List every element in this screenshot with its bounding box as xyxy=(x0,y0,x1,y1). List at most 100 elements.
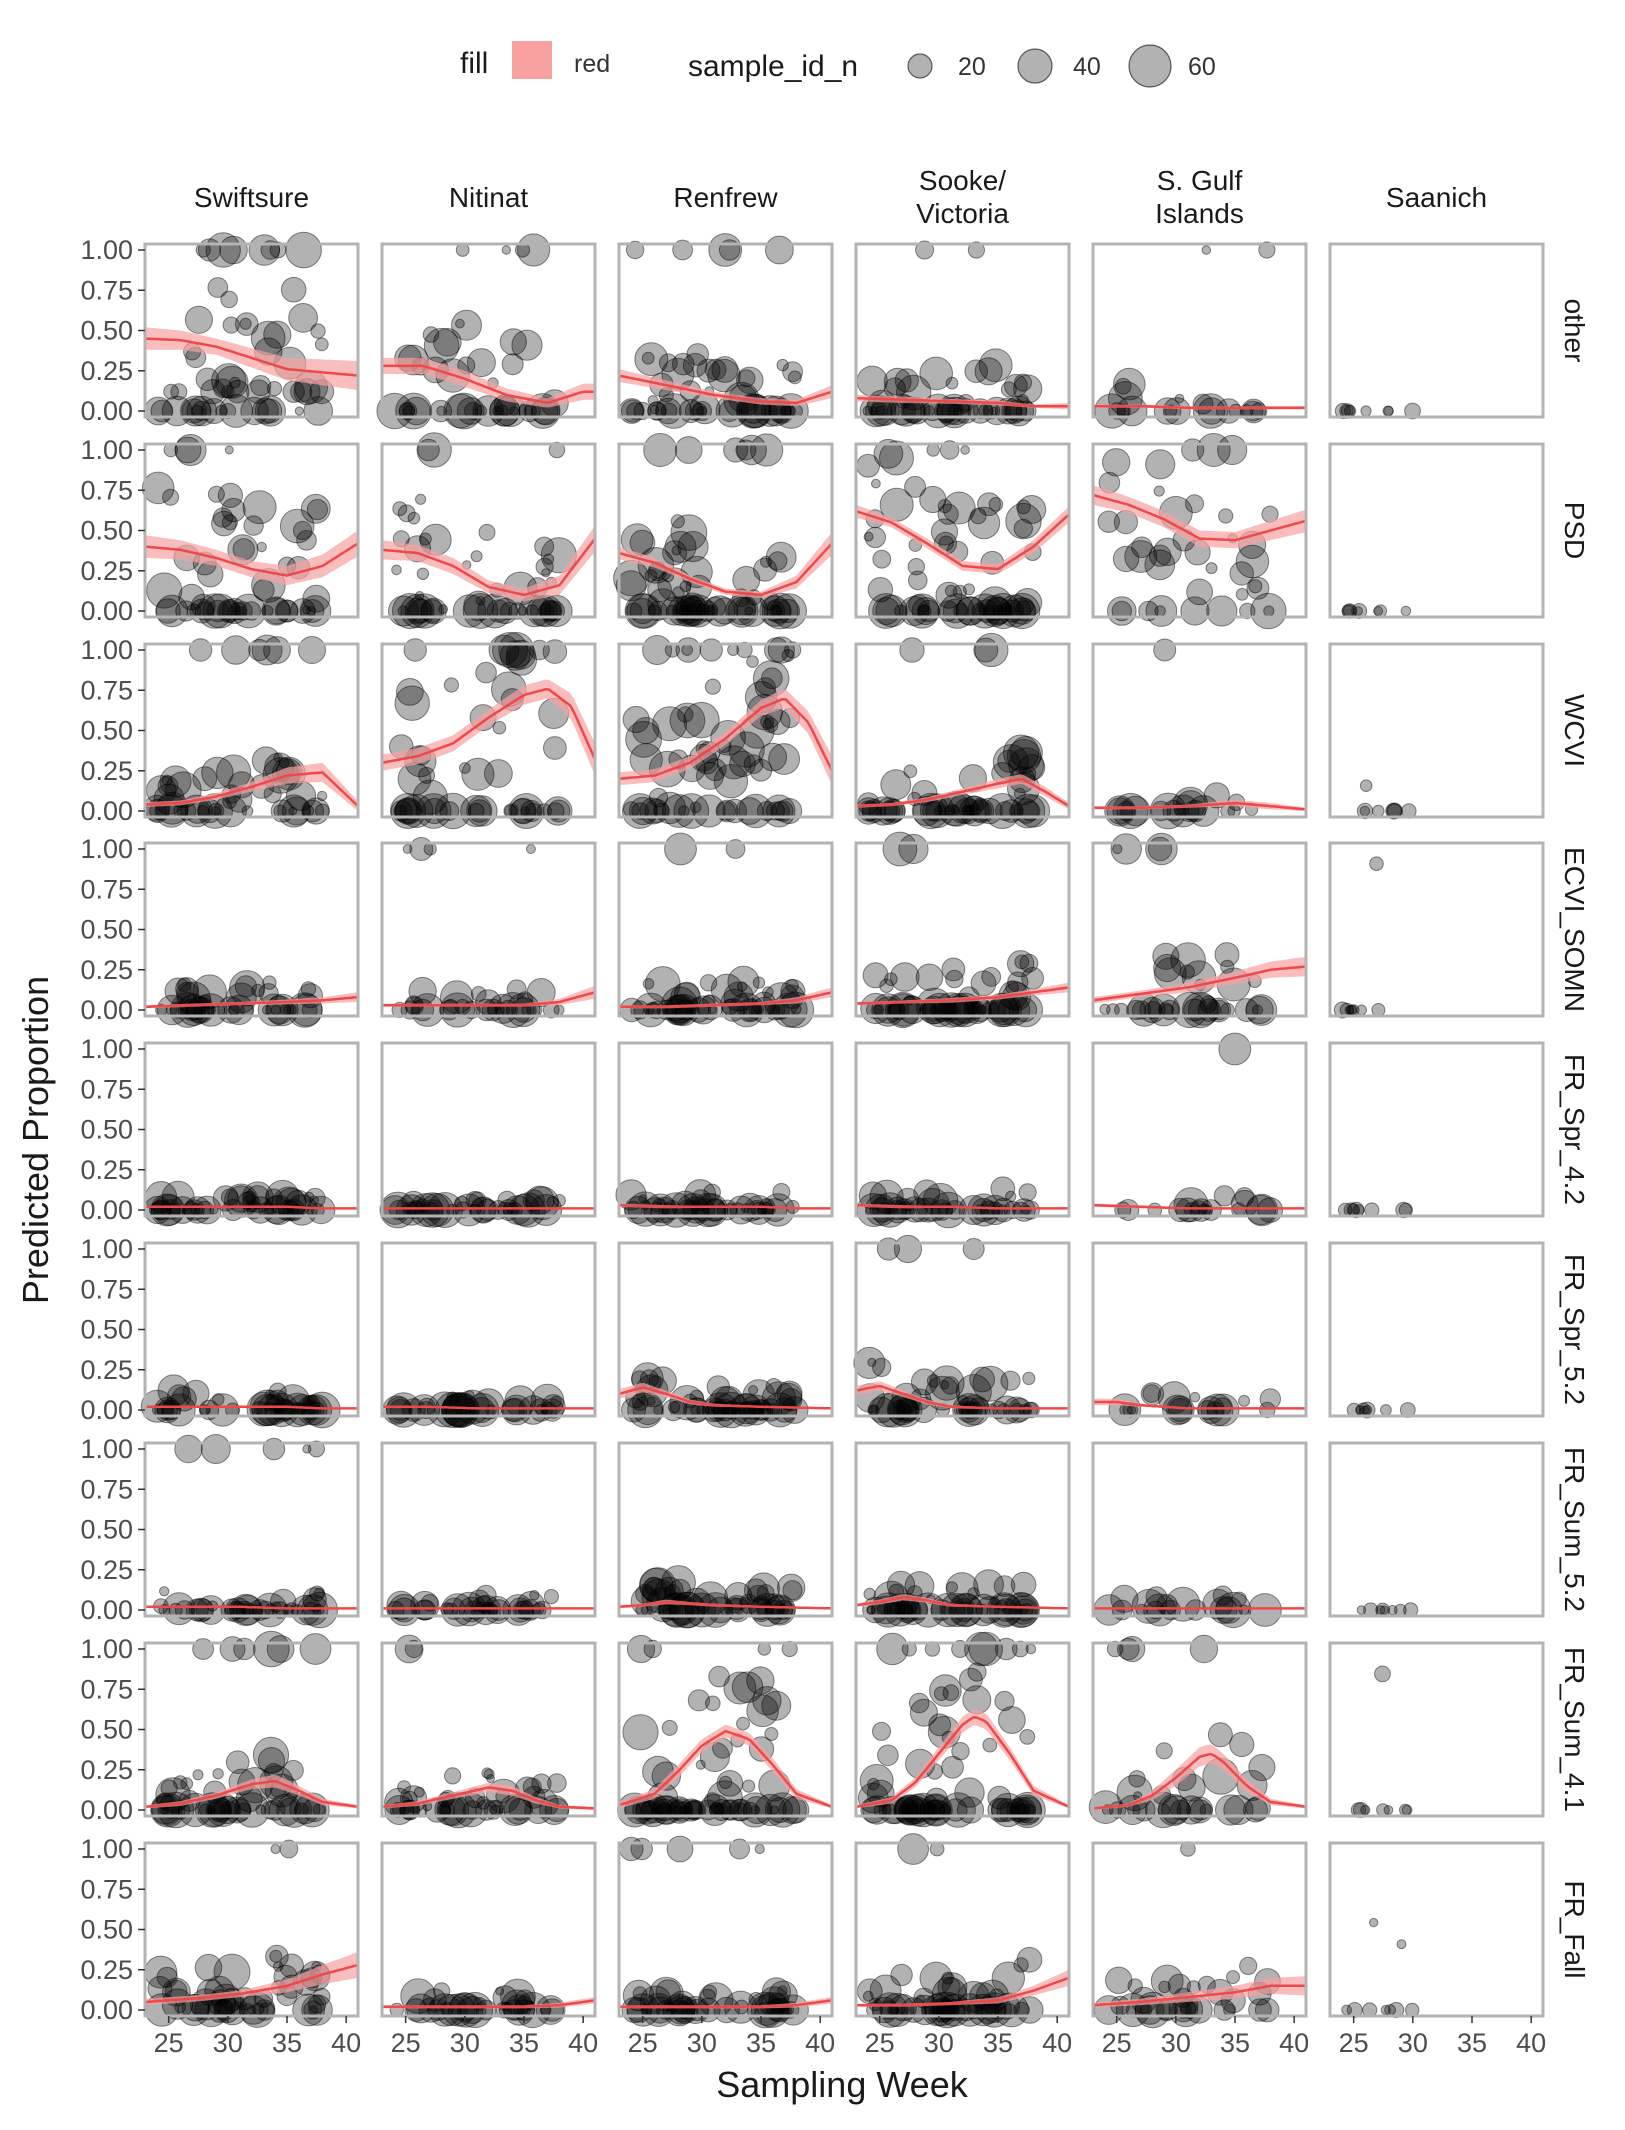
y-tick-label: 1.00 xyxy=(80,1434,133,1464)
y-tick-label: 0.25 xyxy=(80,1155,133,1185)
data-point xyxy=(1154,605,1166,617)
data-point xyxy=(1254,1997,1280,2023)
data-point xyxy=(978,595,1011,627)
data-point xyxy=(208,802,225,820)
facet-panel xyxy=(1091,241,1308,429)
y-tick-label: 0.50 xyxy=(80,716,133,746)
data-point xyxy=(314,337,329,352)
fit-line xyxy=(1092,493,1307,542)
data-point xyxy=(626,402,644,420)
data-point xyxy=(1386,802,1403,820)
y-tick-label: 0.00 xyxy=(80,1795,133,1825)
fit-line xyxy=(855,396,1069,408)
data-point xyxy=(548,441,566,459)
data-point xyxy=(673,594,706,628)
facet-panel xyxy=(1328,1841,1545,2019)
legend-fill-swatch xyxy=(512,41,552,79)
data-point xyxy=(1192,393,1214,415)
data-point xyxy=(761,667,783,690)
data-point xyxy=(738,793,773,829)
data-point xyxy=(541,568,551,578)
data-point xyxy=(159,1586,170,1597)
data-point xyxy=(296,530,317,551)
data-point xyxy=(174,1434,203,1464)
data-point xyxy=(647,395,659,407)
data-point xyxy=(311,1203,325,1217)
data-point xyxy=(1374,1665,1391,1683)
data-point xyxy=(409,1193,444,1227)
data-point xyxy=(530,1194,563,1226)
y-tick-label: 0.25 xyxy=(80,955,133,985)
data-point xyxy=(664,530,697,563)
data-point xyxy=(1189,1634,1219,1664)
data-point xyxy=(903,764,918,779)
data-point xyxy=(767,636,795,664)
data-point xyxy=(718,1775,733,1790)
data-point xyxy=(1018,1183,1037,1202)
y-tick-label: 0.75 xyxy=(80,1674,133,1704)
data-point xyxy=(144,1955,178,1989)
data-point xyxy=(915,1197,941,1223)
data-point xyxy=(967,593,1003,629)
y-tick-label: 0.00 xyxy=(80,1995,133,2025)
data-point xyxy=(644,569,658,582)
data-point xyxy=(451,309,482,341)
x-tick-label: 40 xyxy=(1042,2028,1072,2058)
data-point xyxy=(622,793,658,829)
data-point xyxy=(764,1727,779,1741)
data-point xyxy=(744,606,754,616)
data-point xyxy=(641,351,655,365)
data-point xyxy=(1007,950,1035,978)
data-point xyxy=(1400,605,1412,617)
data-point xyxy=(492,632,528,668)
data-point xyxy=(499,328,527,356)
data-point xyxy=(929,1674,962,1707)
data-point xyxy=(1153,638,1177,662)
data-point xyxy=(501,353,524,376)
data-point xyxy=(463,590,494,622)
x-tick-label: 35 xyxy=(1457,2028,1487,2058)
data-point xyxy=(1373,606,1384,616)
data-point xyxy=(242,1181,274,1213)
data-point xyxy=(438,604,449,614)
data-point xyxy=(1352,1204,1365,1216)
data-points xyxy=(856,438,1047,630)
data-point xyxy=(221,497,246,523)
data-point xyxy=(221,635,251,665)
y-axis-title: Predicted Proportion xyxy=(15,976,56,1304)
data-point xyxy=(1145,449,1176,480)
data-point xyxy=(439,992,476,1028)
data-point xyxy=(443,677,459,693)
data-point xyxy=(632,717,660,745)
data-point xyxy=(944,584,958,598)
data-point xyxy=(941,1971,955,1985)
facet-panel xyxy=(617,233,834,429)
data-point xyxy=(942,491,976,525)
data-point xyxy=(146,572,183,609)
data-point xyxy=(950,804,960,815)
data-point xyxy=(414,1192,451,1228)
data-point xyxy=(306,499,328,521)
data-point xyxy=(648,604,661,618)
data-point xyxy=(1239,1956,1258,1976)
data-point xyxy=(768,743,800,775)
data-point xyxy=(987,992,1023,1028)
facet-panel xyxy=(1328,242,1545,420)
data-point xyxy=(1153,953,1182,983)
data-point xyxy=(1341,604,1355,618)
data-points xyxy=(379,1185,566,1229)
data-point xyxy=(552,1194,566,1207)
data-point xyxy=(246,379,271,405)
data-points xyxy=(389,1978,566,2029)
y-tick-label: 1.00 xyxy=(80,1034,133,1064)
data-point xyxy=(543,1589,560,1605)
data-point xyxy=(1245,1194,1277,1226)
data-point xyxy=(445,392,483,430)
data-point xyxy=(242,490,277,525)
x-tick-label: 35 xyxy=(272,2028,302,2058)
data-point xyxy=(1144,549,1176,581)
data-point xyxy=(1168,1397,1193,1423)
data-point xyxy=(402,1201,420,1219)
x-tick-label: 25 xyxy=(1102,2028,1132,2058)
data-point xyxy=(262,975,277,990)
